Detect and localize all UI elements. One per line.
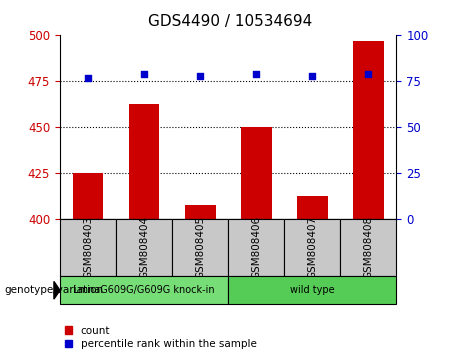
Point bbox=[196, 73, 204, 79]
Polygon shape bbox=[54, 281, 60, 299]
Text: GSM808405: GSM808405 bbox=[195, 216, 205, 279]
Point bbox=[253, 71, 260, 77]
Bar bbox=[172, 219, 228, 276]
Legend: count, percentile rank within the sample: count, percentile rank within the sample bbox=[65, 326, 257, 349]
Bar bbox=[72, 173, 103, 219]
Bar bbox=[60, 219, 116, 276]
Bar bbox=[241, 127, 272, 219]
Point bbox=[140, 71, 148, 77]
Text: genotype/variation: genotype/variation bbox=[5, 285, 104, 295]
Text: GSM808404: GSM808404 bbox=[139, 216, 149, 279]
Bar bbox=[297, 195, 328, 219]
Text: GSM808408: GSM808408 bbox=[363, 216, 373, 279]
Text: GSM808407: GSM808407 bbox=[307, 216, 317, 279]
Bar bbox=[129, 103, 160, 219]
Bar bbox=[185, 205, 216, 219]
Text: GSM808406: GSM808406 bbox=[251, 216, 261, 279]
Text: GSM808403: GSM808403 bbox=[83, 216, 93, 279]
Bar bbox=[116, 219, 172, 276]
Bar bbox=[340, 219, 396, 276]
Bar bbox=[228, 276, 396, 304]
Point bbox=[84, 75, 92, 81]
Bar bbox=[284, 219, 340, 276]
Text: wild type: wild type bbox=[290, 285, 335, 295]
Text: GDS4490 / 10534694: GDS4490 / 10534694 bbox=[148, 14, 313, 29]
Point bbox=[309, 73, 316, 79]
Bar bbox=[228, 219, 284, 276]
Text: LmnaG609G/G609G knock-in: LmnaG609G/G609G knock-in bbox=[73, 285, 215, 295]
Bar bbox=[353, 41, 384, 219]
Bar bbox=[60, 276, 228, 304]
Point bbox=[365, 71, 372, 77]
